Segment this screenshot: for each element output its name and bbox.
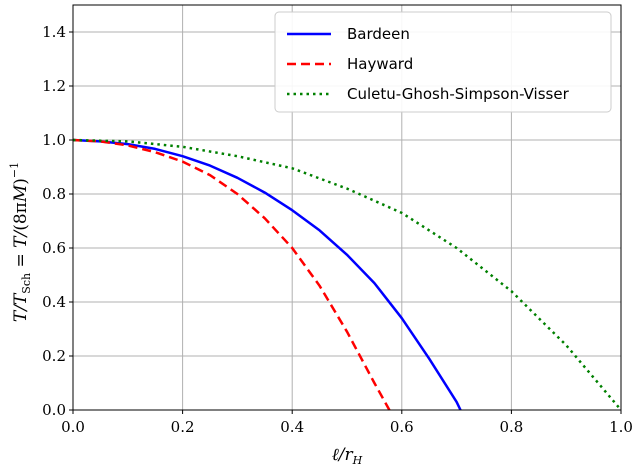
series-line-hayward [72,138,391,411]
y-tick-label: 1.2 [42,77,66,95]
y-tick-label: 1.0 [42,131,66,149]
series-line-culetu-ghosh-simpson-visser [72,138,622,411]
x-tick-label: 0.6 [390,418,414,436]
x-axis-label: ℓ/rH [332,445,363,466]
legend: Bardeen Hayward Culetu-Ghosh-Simpson-Visse… [274,11,612,113]
plot-frame [72,4,622,411]
legend-label: Culetu-Ghosh-Simpson-Visser [347,85,570,103]
y-tick-label: 0.6 [42,239,66,257]
legend-label: Hayward [347,55,413,73]
y-tick-label: 0.8 [42,185,66,203]
x-tick-label: 0.0 [61,418,85,436]
x-tick-label: 0.8 [499,418,523,436]
y-axis-label: T/TSch = T/(8πM)−1 [8,162,33,322]
y-axis-label-group: T/TSch = T/(8πM)−1 [8,162,33,322]
y-tick-label: 0.0 [42,401,66,419]
x-tick-label: 0.2 [171,418,195,436]
x-tick-label: 1.0 [609,418,633,436]
y-tick-label: 0.4 [42,293,66,311]
series-line-bardeen [72,138,462,411]
y-tick-label: 0.2 [42,347,66,365]
legend-box [274,11,612,113]
y-tick-label: 1.4 [42,23,66,41]
x-tick-label: 0.4 [280,418,304,436]
axis-ticks: 0.0 0.2 0.4 0.6 0.8 1.0 0.0 0.2 0.4 0.6 0.8 1.0 1.2 1… [42,23,633,436]
series-lines [72,138,622,411]
legend-label: Bardeen [347,25,410,43]
